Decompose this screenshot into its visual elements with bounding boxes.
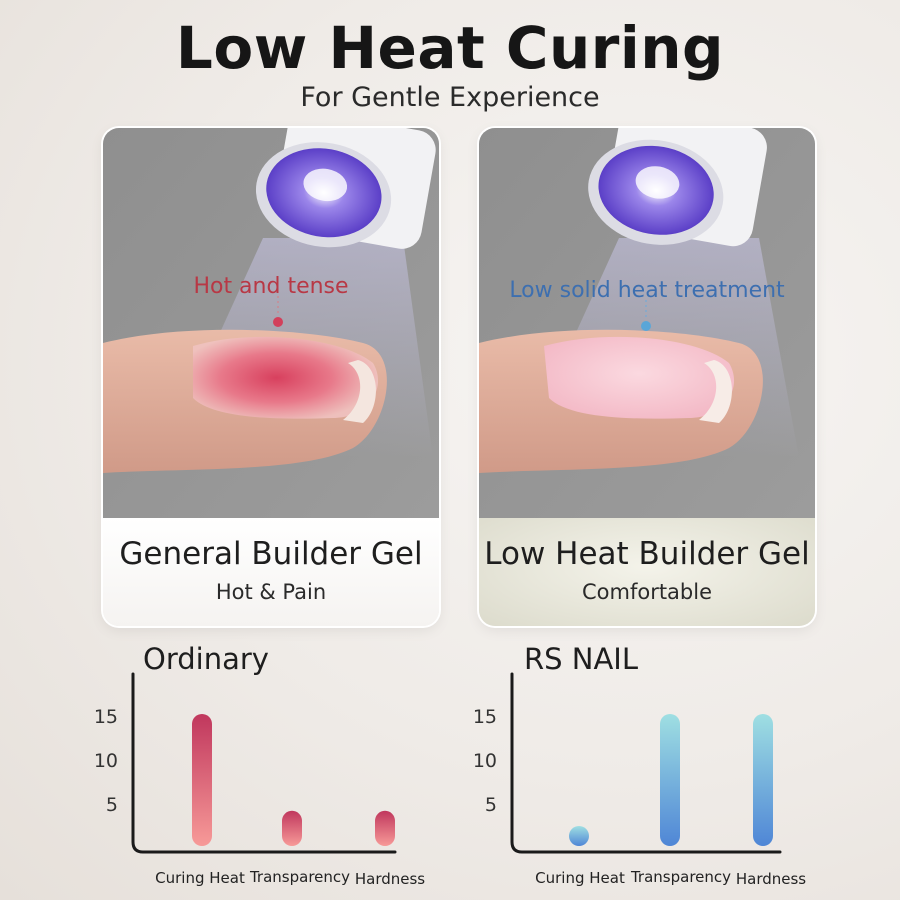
chart-title-rs-nail: RS NAIL [524,642,639,676]
y-tick-label: 15 [473,706,497,728]
bar-transparency [282,810,302,846]
nail-photo-low-heat [479,128,815,518]
bar-transparency [660,714,680,846]
chart-axis [131,672,397,854]
y-tick-label: 5 [106,794,118,816]
page-title: Low Heat Curing [175,14,725,82]
bar-curing-heat [569,826,589,846]
callout-hot: Hot and tense [193,274,349,299]
chart-title-ordinary: Ordinary [143,642,269,676]
card-caption: Low Heat Builder Gel Comfortable [479,518,815,626]
x-category-label: Curing Heat [155,869,245,887]
y-tick-label: 10 [94,750,118,772]
bar-curing-heat [192,714,212,846]
nail-photo-hot [103,128,439,518]
card-label: General Builder Gel [119,536,423,572]
x-category-label: Curing Heat [535,869,625,887]
card-sublabel: Hot & Pain [215,580,327,604]
y-tick-label: 10 [473,750,497,772]
y-tick-label: 15 [94,706,118,728]
card-sublabel: Comfortable [581,580,713,604]
x-category-label: Transparency [249,868,350,886]
x-category-label: Hardness [736,870,806,888]
bar-hardness [753,714,773,846]
chart-axis [510,672,782,854]
bar-hardness [375,810,395,846]
x-category-label: Transparency [630,868,731,886]
y-tick-label: 5 [485,794,497,816]
x-category-label: Hardness [355,870,425,888]
page-subtitle: For Gentle Experience [300,82,600,113]
comparison-card-low-heat: Low solid heat treatment Low Heat Builde… [479,128,815,626]
card-label: Low Heat Builder Gel [484,536,810,572]
callout-low-heat: Low solid heat treatment [509,278,785,303]
comparison-card-general: Hot and tense General Builder Gel Hot & … [103,128,439,626]
card-caption: General Builder Gel Hot & Pain [103,518,439,626]
